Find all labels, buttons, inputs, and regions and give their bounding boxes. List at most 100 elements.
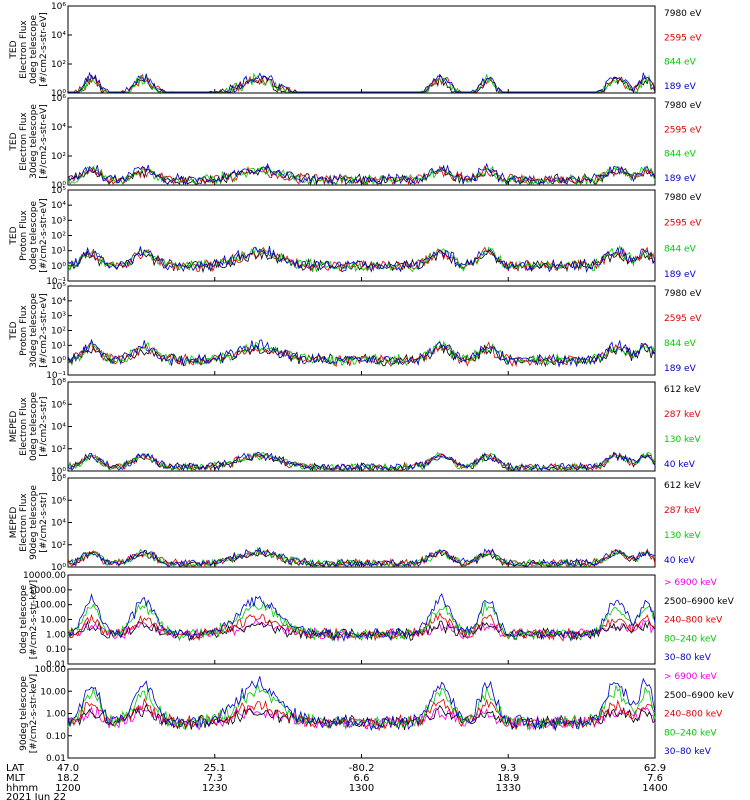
x-row-label-lat: LAT — [6, 763, 25, 774]
series-line — [67, 612, 656, 642]
y-axis-label: [#/cm2-s-str-keV] — [29, 580, 39, 659]
legend-entry: 189 eV — [664, 82, 697, 92]
y-tick-label: 10² — [51, 541, 66, 551]
plot-frame — [67, 668, 656, 759]
y-axis-label: Proton Flux — [19, 305, 29, 356]
y-axis-label: 0deg telescope — [29, 201, 39, 271]
y-tick-label: 10² — [51, 60, 66, 70]
y-axis-label: TED — [9, 321, 19, 340]
series-line — [67, 340, 656, 367]
x-tick-lat: 47.0 — [57, 763, 79, 774]
legend-entry: 844 eV — [664, 150, 697, 160]
plot-frame — [67, 574, 656, 665]
x-tick-time: 1330 — [496, 783, 521, 794]
x-tick-time: 1230 — [202, 783, 227, 794]
legend-entry: 189 eV — [664, 270, 697, 280]
y-tick-label: 10⁰ — [51, 356, 66, 366]
y-tick-label: 10² — [51, 232, 66, 242]
y-axis-label: [#/cm2-s-str-eV] — [39, 104, 49, 179]
x-tick-mlt: 7.3 — [207, 773, 223, 784]
legend-entry: 2595 eV — [664, 219, 702, 229]
legend-entry: 130 keV — [664, 435, 701, 445]
panel-7: 0.01 0.10 1.00 10.00 100.00 1000.00 10000.00 0d… — [19, 571, 735, 670]
y-tick-label: 1.00 — [46, 630, 66, 640]
legend-entry: 7980 eV — [664, 193, 702, 203]
y-tick-label: 10⁶ — [51, 94, 66, 104]
y-tick-label: 10¹ — [51, 341, 66, 351]
legend-entry: 287 keV — [664, 506, 701, 516]
y-axis-label: Proton Flux — [19, 210, 29, 261]
legend-entry: 189 eV — [664, 364, 697, 374]
y-axis-label: [#/cm2-s-str-eV] — [39, 12, 49, 87]
x-row-label-mlt: MLT — [6, 773, 26, 784]
y-tick-label: 10⁵ — [51, 186, 66, 196]
y-axis-label: TED — [9, 226, 19, 245]
series-line — [67, 246, 656, 273]
y-tick-label: 10² — [51, 327, 66, 337]
y-axis-label: 0deg telescope — [19, 585, 29, 655]
date-label: 2021 Jun 22 — [6, 792, 66, 800]
y-tick-label: 1000.00 — [29, 586, 66, 596]
panel-8: 0.01 0.10 1.00 10.00 100.00 90deg telescope [#… — [19, 665, 735, 764]
legend-entry: > 6900 keV — [664, 578, 718, 588]
plot-frame — [67, 5, 656, 94]
legend-entry: 80–240 keV — [664, 728, 717, 738]
legend-entry: 844 eV — [664, 244, 697, 254]
y-tick-label: 10⁰ — [51, 89, 66, 99]
y-tick-label: 10⁶ — [51, 2, 66, 12]
y-tick-label: 0.01 — [46, 754, 66, 764]
legend-entry: 287 keV — [664, 410, 701, 420]
series-line — [67, 451, 656, 472]
y-axis-label: Electron Flux — [19, 112, 29, 171]
y-axis-label: 90deg telescope — [29, 485, 39, 560]
y-axis-label: Electron Flux — [19, 397, 29, 456]
y-tick-label: 10⁰ — [51, 181, 66, 191]
x-tick-time: 1200 — [55, 783, 80, 794]
y-tick-label: 0.10 — [46, 732, 66, 742]
legend-entry: 7980 eV — [664, 9, 702, 19]
y-tick-label: 10⁴ — [51, 423, 66, 433]
y-tick-label: 10³ — [51, 216, 66, 226]
y-tick-label: 10³ — [51, 312, 66, 322]
y-axis-label: [#/cm2-s-str] — [39, 492, 49, 552]
legend-entry: 130 keV — [664, 531, 701, 541]
y-tick-label: 10⁰ — [51, 563, 66, 573]
y-tick-label: 10² — [51, 445, 66, 455]
legend-entry: 40 keV — [664, 460, 696, 470]
y-axis-label: MEPED — [9, 411, 19, 443]
x-row-label-hhmm: hhmm — [6, 783, 38, 794]
x-tick-mlt: 18.2 — [57, 773, 79, 784]
plot-frame — [67, 97, 656, 186]
panel-5: 10⁰ 10² 10⁴ 10⁶ 10⁸ MEPED Electron Flux 0deg te… — [9, 378, 701, 477]
y-tick-label: 10⁶ — [51, 400, 66, 410]
x-tick-time: 1400 — [642, 783, 667, 794]
y-axis-label: Electron Flux — [19, 20, 29, 79]
y-axis-label: Electron Flux — [19, 493, 29, 552]
y-tick-label: 10¹ — [51, 247, 66, 257]
legend-entry: 2595 eV — [664, 125, 702, 135]
y-axis-label: TED — [9, 132, 19, 151]
x-tick-lat: -80.2 — [349, 763, 375, 774]
plot-frame — [67, 381, 656, 472]
series-line — [67, 599, 656, 642]
series-line — [67, 683, 656, 731]
series-line — [67, 593, 656, 643]
y-tick-label: 10000.00 — [23, 571, 66, 581]
y-axis-label: 0deg telescope — [29, 15, 39, 85]
x-tick-mlt: 7.6 — [647, 773, 663, 784]
y-axis-label: [#/cm2-s-str] — [39, 396, 49, 456]
y-axis-label: TED — [9, 40, 19, 59]
series-line — [67, 676, 656, 732]
legend-entry: 80–240 keV — [664, 634, 717, 644]
x-tick-lat: 9.3 — [500, 763, 516, 774]
panel-6: 10⁰ 10² 10⁴ 10⁶ 10⁸ MEPED Electron Flux 90deg t… — [9, 474, 701, 573]
y-axis-label: MEPED — [9, 507, 19, 539]
plot-frame — [67, 477, 656, 568]
y-tick-label: 10⁸ — [51, 474, 66, 484]
series-line — [67, 341, 656, 368]
legend-entry: > 6900 keV — [664, 672, 718, 682]
y-tick-label: 100.00 — [35, 601, 67, 611]
y-tick-label: 10⁴ — [51, 31, 66, 41]
x-tick-lat: 62.9 — [644, 763, 666, 774]
